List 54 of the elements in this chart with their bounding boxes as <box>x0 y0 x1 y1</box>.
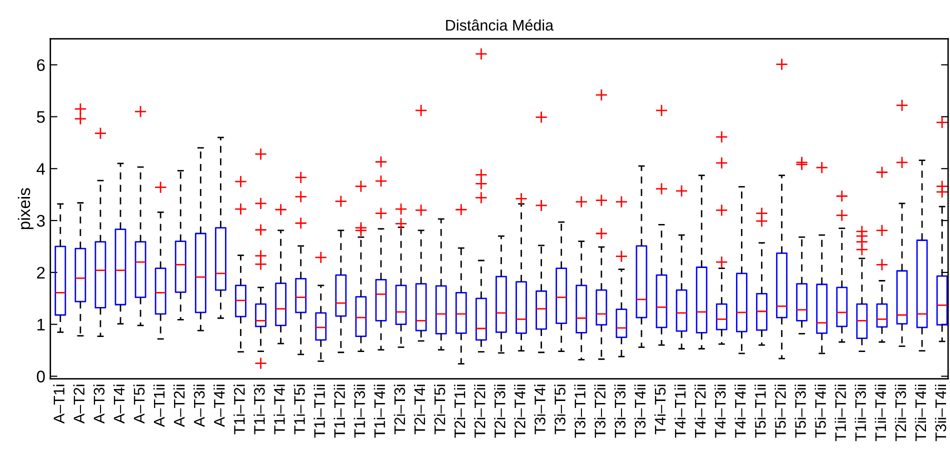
x-tick-label: A–T4i <box>113 384 124 424</box>
chart-title: Distância Média <box>446 19 554 31</box>
x-tick-label: T1i–T2ii <box>334 384 345 438</box>
x-tick-label: T1ii–T3ii <box>854 384 866 442</box>
y-tick-label: 2 <box>37 266 45 278</box>
y-tick-label: 5 <box>36 111 45 123</box>
x-tick-label: T4i–T5i <box>654 384 666 434</box>
x-tick-label: T1ii–T4ii <box>874 384 886 442</box>
y-axis-title: pixeis <box>18 188 34 230</box>
x-tick-label: T4i–T4ii <box>734 384 746 438</box>
x-tick-label: T5i–T1ii <box>754 384 766 438</box>
x-tick-label: T2i–T2ii <box>474 384 486 438</box>
x-tick-label: T2i–T4i <box>414 384 426 434</box>
x-tick-label: A–T3ii <box>194 384 205 427</box>
x-tick-label: T2i–T5i <box>434 384 446 434</box>
x-tick-label: T1ii–T2ii <box>834 384 846 442</box>
x-tick-label: T3ii–T4ii <box>934 384 946 442</box>
x-tick-label: T2ii–T4ii <box>914 384 926 442</box>
x-tick-label: A–T2ii <box>173 384 185 427</box>
x-tick-label: T5i–T2ii <box>774 384 786 438</box>
y-tick-label: 3 <box>36 214 45 227</box>
x-tick-label: T4i–T1ii <box>674 384 686 438</box>
x-tick-label: T1i–T4ii <box>374 384 385 438</box>
y-tick-label: 4 <box>36 163 45 175</box>
y-tick-label: 0 <box>36 370 45 382</box>
x-tick-label: T5i–T3ii <box>794 384 806 438</box>
x-tick-label: T3i–T3ii <box>614 384 626 438</box>
x-tick-label: A–T1i <box>53 384 64 424</box>
y-tick-label: 6 <box>37 59 45 72</box>
x-tick-label: T5i–T4ii <box>814 384 826 438</box>
x-tick-label: A–T3i <box>93 384 105 424</box>
x-tick-label: T4i–T3ii <box>714 384 726 438</box>
x-tick-label: A–T4ii <box>214 384 225 427</box>
x-tick-label: A–T2i <box>73 384 84 424</box>
x-tick-label: T2i–T3i <box>394 384 406 434</box>
x-tick-label: T1i–T3i <box>254 384 265 434</box>
x-tick-label: T3i–T2ii <box>594 384 606 438</box>
x-tick-label: T3i–T1ii <box>574 384 586 438</box>
x-tick-label: T1i–T5i <box>294 384 305 434</box>
y-tick-label: 1 <box>37 318 45 330</box>
x-tick-label: T4i–T2ii <box>694 384 706 438</box>
x-tick-label: T2ii–T3ii <box>894 384 906 442</box>
x-tick-label: T1i–T4i <box>274 384 285 434</box>
x-tick-label: A–T5i <box>133 384 145 424</box>
x-tick-label: T1i–T3ii <box>354 384 366 438</box>
x-tick-label: T1i–T2i <box>234 384 245 434</box>
x-tick-label: T3i–T4i <box>534 384 546 434</box>
x-tick-label: T2i–T3ii <box>494 384 506 438</box>
x-tick-label: T3i–T5i <box>554 384 566 434</box>
x-tick-label: T1i–T1ii <box>314 384 325 438</box>
x-tick-label: A–T1ii <box>153 384 165 427</box>
x-tick-label: T2i–T4ii <box>514 384 526 438</box>
x-tick-label: T2i–T1ii <box>454 384 466 438</box>
x-tick-label: T3i–T4ii <box>634 384 646 438</box>
